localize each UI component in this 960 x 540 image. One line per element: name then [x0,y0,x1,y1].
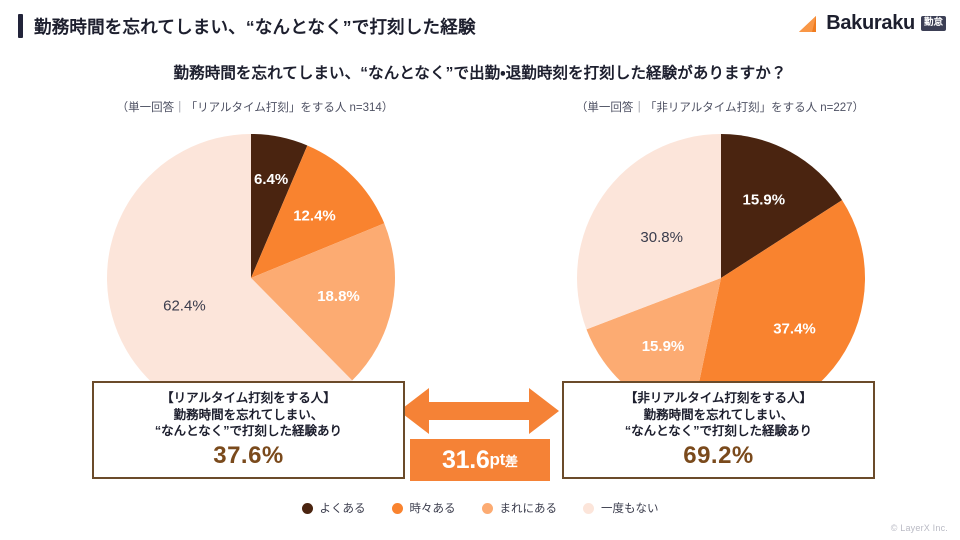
result-value: 37.6% [213,441,284,469]
pie-slice-label: 15.9% [743,192,786,209]
pie-slice [106,134,353,422]
brand-badge: 勤怠 [920,16,946,31]
panel-caption-left: （単一回答｜「リアルタイム打刻」をする人 n=314） [116,102,394,114]
result-line: 勤務時間を忘れてしまい、 [173,407,324,422]
pie-left-labels: 6.4% 12.4% 18.8% 62.4% [163,171,360,314]
legend-swatch-icon [583,502,594,514]
pie-slice-label: 62.4% [163,297,206,314]
title-accent-bar [18,14,23,38]
pie-slice-label: 15.9% [642,338,685,355]
panel-caption-right: （単一回答｜「非リアルタイム打刻」をする人 n=227） [575,102,865,114]
legend-item: 時々ある [391,500,456,516]
pie-chart-left: 6.4% 12.4% 18.8% 62.4% [106,133,396,423]
result-box-left: 【リアルタイム打刻をする人】 勤務時間を忘れてしまい、 “なんとなく”で打刻した… [92,381,405,479]
pie-chart-right-svg: 15.9% 37.4% 15.9% 30.8% [577,134,866,423]
difference-badge: 31.6 pt 差 [410,439,550,481]
legend-label: 時々ある [409,503,456,515]
pie-chart-left-svg: 6.4% 12.4% 18.8% 62.4% [106,134,395,422]
header: 勤務時間を忘れてしまい、“なんとなく”で打刻した経験 Bakuraku 勤怠 [0,0,960,50]
triangle-logo-icon [799,15,817,32]
pie-slice-label: 12.4% [293,207,336,224]
result-value: 69.2% [683,441,754,469]
pie-slice [251,145,385,278]
legend-item: まれにある [481,500,558,516]
pie-slice [691,200,866,423]
pie-slice [251,223,395,381]
legend-label: 一度もない [601,503,659,515]
legend-swatch-icon [391,502,403,514]
pie-slice [251,134,308,278]
survey-question: 勤務時間を忘れてしまい、“なんとなく”で出勤・退勤時刻を打刻した経験がありますか… [173,65,787,82]
pie-slice-label: 30.8% [640,229,683,246]
legend-swatch-icon [481,502,493,514]
difference-unit: pt [489,450,506,469]
result-line: 勤務時間を忘れてしまい、 [643,407,794,422]
footer-copyright: © LayerX Inc. [890,523,948,533]
pie-left-slices [106,134,395,422]
result-line: 【非リアルタイム打刻をする人】 [624,391,813,406]
result-line: “なんとなく”で打刻した経験あり [154,424,343,439]
pie-right-labels: 15.9% 37.4% 15.9% 30.8% [640,192,815,355]
legend-item: 一度もない [583,500,659,516]
pie-slice [721,134,843,278]
legend-label: まれにある [499,503,558,515]
pie-chart-right: 15.9% 37.4% 15.9% 30.8% [576,133,866,423]
chart-legend: よくある 時々ある まれにある 一度もない [0,500,960,516]
result-box-right: 【非リアルタイム打刻をする人】 勤務時間を忘れてしまい、 “なんとなく”で打刻し… [562,381,875,479]
pie-slice-label: 37.4% [773,321,816,338]
double-arrow-icon [399,388,559,434]
result-line: “なんとなく”で打刻した経験あり [624,424,813,439]
pie-slice [577,134,721,330]
page-title: 勤務時間を忘れてしまい、“なんとなく”で打刻した経験 [34,17,476,37]
legend-item: よくある [301,500,366,516]
difference-suffix: 差 [504,453,518,469]
brand-logo: Bakuraku 勤怠 [798,12,946,35]
legend-label: よくある [319,503,366,515]
pie-slice-label: 18.8% [317,288,360,305]
result-line: 【リアルタイム打刻をする人】 [161,391,336,406]
difference-value: 31.6 [442,445,490,474]
pie-slice-label: 6.4% [254,171,288,188]
legend-swatch-icon [301,502,313,514]
brand-name: Bakuraku [826,12,915,34]
pie-right-slices [577,134,866,423]
